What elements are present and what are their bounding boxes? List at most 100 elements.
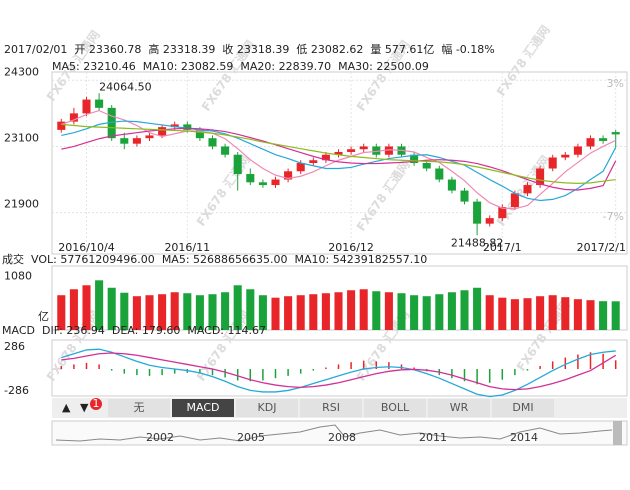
candle-body bbox=[309, 160, 318, 163]
volume-bar bbox=[57, 295, 66, 330]
header-field: 高 23318.39 bbox=[148, 42, 215, 56]
year-label: 2002 bbox=[146, 431, 174, 444]
volume-bar bbox=[82, 285, 91, 330]
y-tick-label: 21900 bbox=[4, 198, 39, 211]
tab[interactable] bbox=[492, 399, 554, 417]
legend-entry: MACD: 114.67 bbox=[187, 324, 266, 337]
candle-body bbox=[208, 138, 217, 147]
volume-bar bbox=[573, 299, 582, 330]
volume-bar bbox=[586, 300, 595, 330]
year-label: 2008 bbox=[328, 431, 356, 444]
candle-body bbox=[95, 99, 104, 108]
candle-body bbox=[447, 179, 456, 191]
volume-bar bbox=[384, 292, 393, 330]
volume-bar bbox=[69, 289, 78, 330]
y-unit: 亿 bbox=[38, 310, 49, 323]
candle-body bbox=[384, 146, 393, 155]
candle-body bbox=[145, 135, 154, 139]
ma-line bbox=[61, 127, 617, 191]
volume-bar bbox=[95, 280, 104, 330]
volume-bar bbox=[334, 292, 343, 330]
candle-body bbox=[498, 207, 507, 219]
legend-entry: MA30: 22500.09 bbox=[338, 60, 429, 73]
volume-bar bbox=[372, 291, 381, 330]
legend-entry: MA5: 23210.46 bbox=[52, 60, 136, 73]
candle-body bbox=[536, 168, 545, 186]
candle-body bbox=[271, 179, 280, 186]
ma-line bbox=[61, 123, 616, 185]
volume-bar bbox=[183, 293, 192, 330]
year-label: 2014 bbox=[510, 431, 538, 444]
y-tick-label: 286 bbox=[4, 340, 25, 353]
candle-body bbox=[548, 157, 557, 169]
volume-bar bbox=[435, 294, 444, 330]
candle-body bbox=[435, 168, 444, 180]
overview-handle[interactable] bbox=[613, 421, 622, 445]
x-tick-label: 2017/1 bbox=[483, 241, 522, 254]
candle-body bbox=[296, 163, 305, 172]
up-icon[interactable]: ▲ bbox=[62, 401, 71, 414]
tab-label: KDJ bbox=[258, 401, 277, 414]
candle-body bbox=[422, 163, 431, 169]
header-field: 低 23082.62 bbox=[296, 43, 363, 56]
volume-bar bbox=[510, 299, 519, 330]
candle-body bbox=[233, 154, 242, 175]
price-frame bbox=[51, 71, 628, 255]
candle-body bbox=[561, 154, 570, 158]
candle-body bbox=[82, 99, 91, 114]
tab[interactable] bbox=[236, 399, 298, 417]
volume-bar bbox=[599, 301, 608, 330]
volume-bar bbox=[107, 287, 116, 330]
tab[interactable] bbox=[172, 399, 234, 417]
tab[interactable] bbox=[364, 399, 426, 417]
tab-label: MACD bbox=[187, 401, 220, 414]
candle-body bbox=[57, 121, 66, 130]
candle-body bbox=[158, 127, 167, 136]
ma-line bbox=[61, 120, 617, 202]
volume-bar bbox=[359, 289, 368, 330]
volume-bar bbox=[536, 296, 545, 330]
candle-body bbox=[510, 193, 519, 208]
tab-label: DMI bbox=[512, 401, 533, 414]
down-icon[interactable]: ▼ bbox=[80, 401, 89, 414]
tab[interactable] bbox=[428, 399, 490, 417]
volume-bar bbox=[246, 289, 255, 330]
volume-bar bbox=[447, 292, 456, 330]
volume-bar bbox=[611, 301, 620, 330]
candle-body bbox=[359, 146, 368, 150]
legend-entry: MA10: 23082.59 bbox=[143, 60, 234, 73]
candle-body bbox=[221, 146, 230, 155]
annotation: 21488.82 bbox=[451, 236, 504, 249]
x-tick-label: 2016/11 bbox=[164, 241, 210, 254]
volume-bar bbox=[208, 294, 217, 330]
y-tick-label: 24300 bbox=[4, 65, 39, 78]
candle-body bbox=[586, 138, 595, 147]
header-field: 收 23318.39 bbox=[222, 42, 289, 56]
watermark: FX678 汇通网 bbox=[193, 152, 253, 228]
legend-entry: MA5: 52688656635.00 bbox=[162, 253, 288, 266]
volume-bar bbox=[145, 295, 154, 330]
volume-bar bbox=[284, 296, 293, 330]
volume-bar bbox=[397, 293, 406, 330]
badge bbox=[90, 398, 102, 410]
y2-tick-label: -7% bbox=[603, 210, 624, 223]
tab[interactable] bbox=[300, 399, 362, 417]
x-tick-label: 2017/2/1 bbox=[577, 241, 626, 254]
header-field: 量 577.61亿 bbox=[370, 43, 434, 56]
legend-entry: DEA: 179.60 bbox=[112, 324, 180, 337]
tab[interactable] bbox=[108, 399, 170, 417]
y2-tick-label: 3% bbox=[607, 77, 624, 90]
macd-frame bbox=[51, 339, 628, 397]
candle-body bbox=[485, 218, 494, 224]
volume-bar bbox=[309, 294, 318, 330]
candle-body bbox=[523, 185, 532, 194]
overview-frame bbox=[51, 420, 628, 446]
volume-bar bbox=[120, 292, 129, 330]
candle-body bbox=[347, 149, 356, 152]
y-tick-label: 23100 bbox=[4, 131, 39, 144]
candle-body bbox=[246, 174, 255, 183]
candle-body bbox=[599, 138, 608, 141]
volume-bar bbox=[158, 294, 167, 330]
candle-body bbox=[170, 124, 179, 128]
